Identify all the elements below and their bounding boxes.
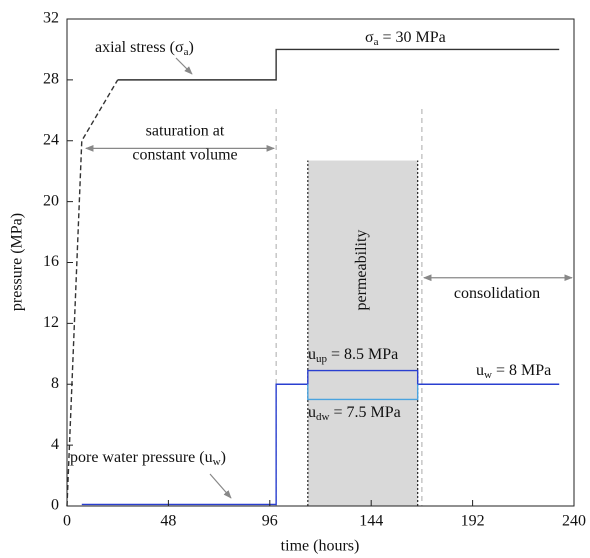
leader-arrow: [175, 57, 193, 75]
annotation-subscript: a: [374, 36, 379, 48]
annotation: saturation at: [146, 123, 225, 140]
y-tick-label: 32: [43, 10, 59, 27]
annotation: uw = 8 MPa: [476, 362, 551, 381]
x-axis-label: time (hours): [281, 538, 360, 555]
annotation-text: ): [189, 39, 194, 56]
y-tick-label: 16: [43, 253, 59, 270]
x-tick-label: 0: [63, 513, 71, 530]
series-line: [81, 369, 560, 506]
y-tick-label: 8: [51, 375, 59, 392]
annotation: constant volume: [132, 147, 237, 164]
annotation-text: axial stress (σ: [95, 39, 184, 56]
x-tick-label: 192: [461, 513, 485, 530]
annotation: permeability: [353, 230, 370, 311]
x-tick-label: 240: [562, 513, 586, 530]
x-tick-label: 48: [160, 513, 176, 530]
annotation: uup = 8.5 MPa: [308, 346, 398, 365]
annotation: consolidation: [454, 285, 540, 302]
series-line: [307, 384, 419, 401]
y-tick-label: 28: [43, 71, 59, 88]
x-tick-label: 144: [359, 513, 383, 530]
y-tick-label: 4: [51, 436, 59, 453]
y-tick-label: 0: [51, 497, 59, 514]
annotation-text: consolidation: [454, 285, 540, 302]
annotation-text: u: [308, 404, 316, 421]
annotation-text: pore water pressure (u: [70, 449, 213, 466]
y-tick-label: 24: [43, 131, 59, 148]
annotation-subscript: dw: [316, 411, 330, 423]
leader-arrow: [209, 473, 232, 499]
y-tick-label: 20: [43, 192, 59, 209]
y-tick-label: 12: [43, 314, 59, 331]
annotation-text: = 30 MPa: [379, 29, 446, 46]
annotation-text: u: [308, 346, 316, 363]
annotation-subscript: w: [213, 456, 221, 468]
annotation-subscript: w: [484, 369, 492, 381]
annotation-text: permeability: [353, 230, 370, 311]
annotation: axial stress (σa): [95, 39, 194, 58]
x-tick-label: 96: [262, 513, 278, 530]
annotation-text: = 7.5 MPa: [329, 404, 400, 421]
annotation: σa = 30 MPa: [365, 29, 446, 48]
annotation-text: = 8.5 MPa: [327, 346, 398, 363]
annotation-subscript: a: [184, 46, 189, 58]
annotation: udw = 7.5 MPa: [308, 404, 401, 423]
annotation-text: σ: [365, 29, 374, 46]
shaded-region: [307, 160, 418, 507]
annotation: pore water pressure (uw): [70, 449, 226, 468]
y-axis-label: pressure (MPa): [9, 213, 26, 311]
series-line: [66, 79, 119, 507]
annotation-text: ): [221, 449, 226, 466]
annotation-subscript: up: [316, 353, 328, 365]
annotation-text: u: [476, 362, 484, 379]
annotation-text: = 8 MPa: [492, 362, 551, 379]
series-line: [117, 48, 560, 81]
